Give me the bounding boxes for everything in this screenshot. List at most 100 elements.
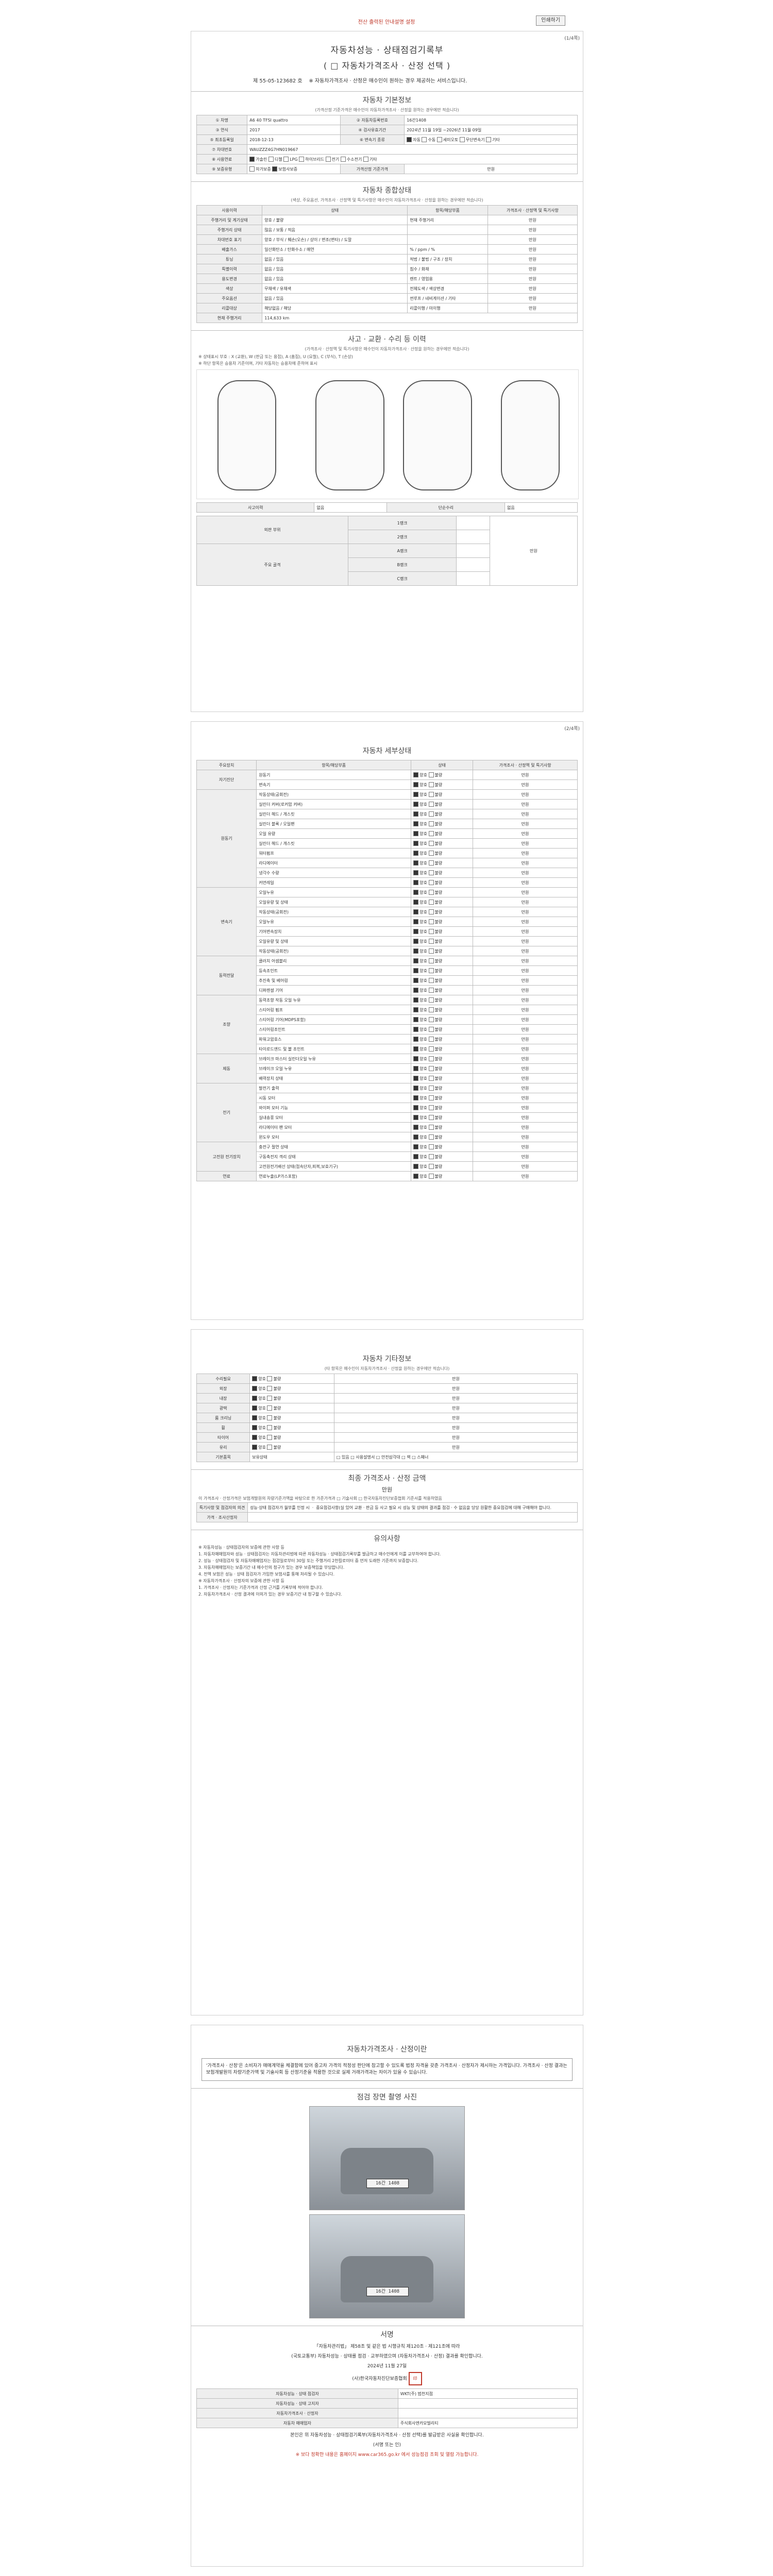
overall-title: 자동차 종합상태 — [191, 181, 583, 195]
detail-unit: 만원 — [473, 1171, 578, 1181]
warranty-option: 자가보증 — [256, 166, 271, 172]
odometer-label: 현재 주행거리 — [196, 313, 263, 323]
detail-item: 실린더 커버(로커암 커버) — [256, 799, 412, 809]
state-good: 양호 — [419, 841, 427, 846]
detail-unit: 만원 — [473, 1044, 578, 1054]
etc-row-value: 양호 불량 — [249, 1442, 334, 1452]
basic-items-value: 보유상태 — [249, 1452, 334, 1462]
checkbox-icon — [428, 1027, 434, 1032]
basic-items-list: □ 있음 □ 사용설명서 □ 안전삼각대 □ 잭 □ 스패너 — [333, 1452, 578, 1462]
trans-options: 자동 수동 세미오토 무단변속기 기타 — [404, 134, 578, 145]
checkbox-icon — [428, 1174, 434, 1179]
table-row: 스티어링 펌프 양호 불량 만원 — [197, 1005, 578, 1015]
doc-note: ※ 자동차가격조사 · 산정은 매수인이 원하는 경우 제공하는 서비스입니다. — [309, 78, 467, 84]
checkbox-icon — [428, 997, 434, 1003]
etc-unit: 만원 — [333, 1422, 578, 1433]
detail-unit: 만원 — [473, 838, 578, 849]
rank-price-unit: 만원 — [489, 516, 578, 586]
table-row: 색상 무채색 / 유채색 전체도색 / 색상변경 만원 — [196, 283, 578, 294]
detail-unit: 만원 — [473, 1073, 578, 1083]
state-bad: 불량 — [434, 831, 443, 836]
detail-item: 커먼레일 — [256, 877, 412, 888]
detail-state: 양호 불량 — [411, 1171, 474, 1181]
checkbox-icon — [428, 1095, 434, 1100]
detail-state: 양호 불량 — [411, 956, 474, 966]
print-button[interactable]: 인쇄하기 — [536, 15, 565, 26]
detail-state: 양호 불량 — [411, 965, 474, 976]
detail-unit: 만원 — [473, 770, 578, 780]
checkbox-icon — [428, 831, 434, 836]
overall-cell: 양호 / 불량 — [262, 215, 408, 225]
detail-state: 양호 불량 — [411, 789, 474, 800]
detail-state: 양호 불량 — [411, 770, 474, 780]
checkbox-icon — [428, 811, 434, 817]
top-notice: 전산 출력된 안내설명 설정 — [358, 20, 415, 25]
checkbox-icon — [428, 1017, 434, 1022]
price-unit: 만원 — [404, 164, 578, 174]
odometer: 114,633 — [264, 315, 282, 320]
table-row: 조향 동력조향 작동 오일 누유 양호 불량 만원 — [196, 995, 578, 1054]
detail-item: 브레이크 오일 누유 — [256, 1063, 412, 1074]
year: 2017 — [247, 125, 341, 135]
detail-item: 작동상태(공회전) — [256, 946, 412, 956]
checkbox-icon — [267, 1386, 273, 1391]
table-row: 배출가스 일산화탄소 / 탄화수소 / 매연% / ppm / % 만원 — [196, 244, 578, 255]
detail-item: 실내송풍 모터 — [256, 1112, 412, 1123]
state-good: 양호 — [419, 978, 427, 983]
first-reg-label: ⑤ 최초등록일 — [196, 134, 248, 145]
checkbox-icon — [413, 880, 419, 885]
checkbox-icon — [413, 1066, 419, 1071]
detail-state: 양호 불량 — [411, 1034, 474, 1044]
detail-item: 윈도우 모터 — [256, 1132, 412, 1142]
overall-cell: 색상 — [196, 283, 263, 294]
detail-state: 양호 불량 — [411, 838, 474, 849]
detail-unit: 만원 — [473, 965, 578, 976]
checkbox-icon — [428, 968, 434, 973]
detail-state: 양호 불량 — [411, 946, 474, 956]
checkbox-icon — [413, 978, 419, 983]
note-line: ※ 자동차성능 · 상태점검자의 보증에 관한 사항 등 — [198, 1545, 284, 1550]
checkbox-icon — [413, 1095, 419, 1100]
fuel-option: 디젤 — [274, 157, 282, 162]
etc-row-label: 수리필요 — [196, 1374, 250, 1384]
overall-cell: 만원 — [487, 215, 578, 225]
checkbox-icon — [413, 1037, 419, 1042]
table-row: 자기진단 원동기 양호 불량 만원 — [196, 770, 578, 790]
checkbox-icon — [428, 1066, 434, 1071]
table-row: 광택 양호 불량 만원 — [196, 1403, 578, 1413]
detail-table: 주요장치 항목/해당부품 상태 가격조사 · 산정액 및 특기사항 자기진단 원동… — [196, 760, 578, 1181]
checkbox-icon — [413, 948, 419, 954]
state-bad: 불량 — [434, 851, 443, 856]
table-row: 커먼레일 양호 불량 만원 — [197, 877, 578, 888]
overall-cell: 없음 / 있음 — [262, 274, 408, 284]
rankC-label: C랭크 — [347, 571, 457, 586]
overall-cell: 만원 — [487, 234, 578, 245]
state-bad: 불량 — [434, 802, 443, 807]
table-row: 기본품목 보유상태 □ 있음 □ 사용설명서 □ 안전삼각대 □ 잭 □ 스패너 — [196, 1452, 578, 1462]
state-bad: 불량 — [434, 1134, 443, 1140]
detail-unit: 만원 — [473, 897, 578, 907]
state-bad: 불량 — [434, 1037, 443, 1042]
checkbox-icon — [428, 1105, 434, 1110]
etc-row-label: 휠 — [196, 1422, 250, 1433]
detail-unit: 만원 — [473, 907, 578, 917]
overall-cell: 리콜이행 / 미이행 — [407, 303, 488, 313]
checkbox-icon — [428, 860, 434, 866]
state-bad: 불량 — [273, 1415, 281, 1420]
state-bad: 불량 — [273, 1435, 281, 1440]
table-row: 추진축 및 베어링 양호 불량 만원 — [197, 975, 578, 986]
overall-cell: 많음 / 보통 / 적음 — [262, 225, 408, 235]
state-good: 양호 — [258, 1386, 266, 1391]
etc-unit: 만원 — [333, 1383, 578, 1394]
fuel-option: LPG — [290, 157, 298, 162]
state-good: 양호 — [419, 1027, 427, 1032]
checkbox-icon — [272, 166, 278, 172]
detail-state: 양호 불량 — [411, 779, 474, 790]
detail-unit: 만원 — [473, 848, 578, 858]
checkbox-icon — [413, 958, 419, 963]
state-bad: 불량 — [434, 1056, 443, 1061]
state-good: 양호 — [258, 1445, 266, 1450]
table-row: 원동기 작동상태(공회전) 양호 불량 만원 — [196, 789, 578, 888]
note-line: ※ 자동차가격조사 · 산정자의 보증에 관한 사항 등 — [198, 1579, 284, 1583]
